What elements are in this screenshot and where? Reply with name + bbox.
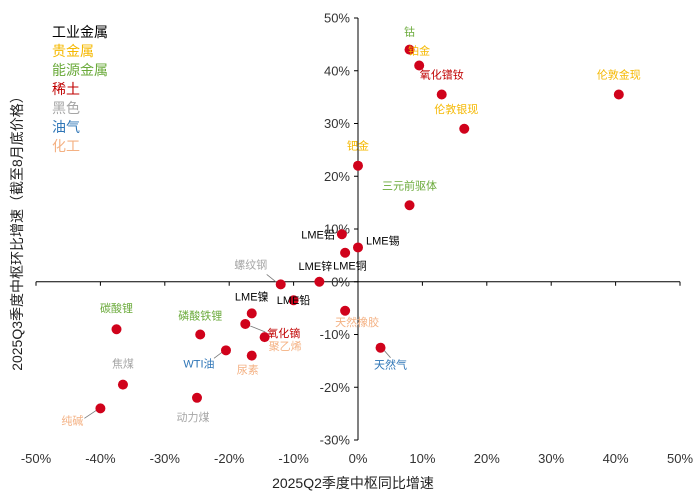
x-tick-label: -10% xyxy=(278,451,309,466)
legend-item: 黑色 xyxy=(52,100,80,116)
x-tick-label: -40% xyxy=(85,451,116,466)
y-tick-label: 40% xyxy=(324,63,350,78)
y-tick-label: -20% xyxy=(320,380,351,395)
data-point xyxy=(95,403,106,414)
x-tick-label: 0% xyxy=(349,451,368,466)
data-point-label: LME铜 xyxy=(333,259,367,273)
data-point-label: 钯金 xyxy=(347,139,369,153)
data-point xyxy=(340,247,351,258)
data-point xyxy=(613,89,624,100)
x-tick-label: 10% xyxy=(409,451,435,466)
data-point-label: 尿素 xyxy=(237,364,259,377)
data-point-label: 螺纹钢 xyxy=(234,257,267,271)
data-point xyxy=(459,123,470,134)
data-point xyxy=(275,279,286,290)
data-point-label: LME镍 xyxy=(235,289,269,303)
data-point xyxy=(353,160,363,171)
data-point xyxy=(340,305,351,316)
leader-line xyxy=(250,325,266,333)
legend-item: 能源金属 xyxy=(52,62,108,78)
data-point-label: 天然橡胶 xyxy=(335,315,379,329)
data-point xyxy=(240,318,251,329)
data-point xyxy=(117,379,128,390)
data-point xyxy=(220,345,231,356)
leader-line xyxy=(213,352,223,359)
data-point xyxy=(288,295,299,306)
legend-item: 化工 xyxy=(52,138,80,154)
data-point xyxy=(246,308,257,319)
data-point xyxy=(314,276,325,287)
y-tick-label: 30% xyxy=(324,116,350,131)
leader-line xyxy=(266,274,277,283)
y-tick-label: -30% xyxy=(320,433,351,448)
data-point-label: 钴 xyxy=(404,25,415,39)
x-tick-label: 40% xyxy=(603,451,629,466)
data-point xyxy=(353,242,363,253)
data-point-label: LME铅 xyxy=(277,293,311,307)
data-point-label: 三元前驱体 xyxy=(382,178,437,192)
x-axis-title: 2025Q2季度中枢同比增速 xyxy=(272,475,434,491)
legend-item: 贵金属 xyxy=(52,43,94,59)
data-point xyxy=(404,44,415,55)
data-point xyxy=(192,392,202,403)
axes-layer: -50% -40% -30% -20% -10% 0% 10% 20% 30% 40% 50% 50%… xyxy=(21,11,694,467)
x-tick-label: -50% xyxy=(21,451,52,466)
data-point-label: LME锌 xyxy=(299,259,333,273)
y-tick-label: 0% xyxy=(331,274,350,289)
data-point xyxy=(259,332,270,343)
data-point-label: 氧化镨钕 xyxy=(420,67,464,81)
x-tick-label: 30% xyxy=(538,451,564,466)
leader-line xyxy=(84,410,97,419)
data-point-label: LME铝 xyxy=(301,227,335,241)
data-point-label: 伦敦银现 xyxy=(434,102,478,116)
x-tick-label: -30% xyxy=(150,451,181,466)
data-point-label: 纯碱 xyxy=(61,414,83,427)
data-point xyxy=(436,89,447,100)
leader-line xyxy=(383,349,391,358)
legend-item: 稀土 xyxy=(52,81,80,97)
x-tick-label: 20% xyxy=(474,451,500,466)
data-point-label: LME锡 xyxy=(366,233,400,247)
legend-item: 油气 xyxy=(52,119,80,135)
data-point-label: 铂金 xyxy=(408,43,430,57)
data-point xyxy=(246,350,257,361)
data-point-label: 伦敦金现 xyxy=(597,67,641,81)
y-tick-label: 20% xyxy=(324,169,350,184)
data-point-label: 焦煤 xyxy=(112,358,134,371)
data-point-label: 动力煤 xyxy=(177,411,210,424)
data-point xyxy=(111,324,122,335)
x-tick-label: 50% xyxy=(667,451,693,466)
data-point-label: 碳酸锂 xyxy=(100,301,133,315)
x-tick-label: -20% xyxy=(214,451,245,466)
data-point xyxy=(414,60,425,71)
data-point-label: 天然气 xyxy=(374,358,407,372)
data-point-label: 聚乙烯 xyxy=(269,340,302,353)
data-point xyxy=(404,200,415,211)
legend-item: 工业金属 xyxy=(52,24,108,40)
y-tick-label: 50% xyxy=(324,11,350,26)
data-point-label: 氧化镝 xyxy=(267,326,300,340)
y-axis-title: 2025Q3季度中枢环比增速（截至8月底价格） xyxy=(9,89,25,371)
data-point-label: WTI油 xyxy=(183,356,214,370)
data-point xyxy=(195,329,206,340)
data-point xyxy=(375,342,386,353)
y-tick-label: -10% xyxy=(320,327,351,342)
data-point-label: 磷酸铁锂 xyxy=(178,309,222,323)
data-point xyxy=(336,229,347,240)
